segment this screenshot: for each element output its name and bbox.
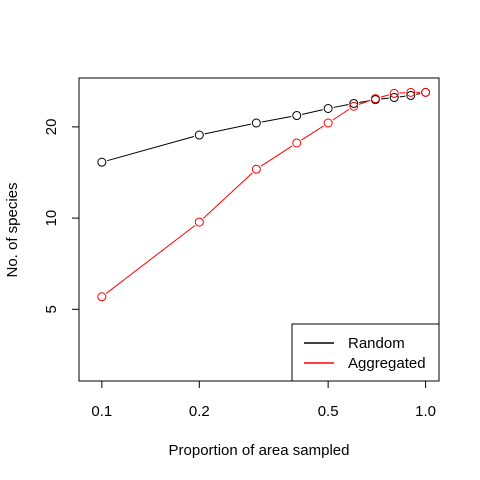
y-tick-label: 10 — [43, 210, 60, 227]
series-segment — [301, 125, 324, 141]
data-point — [194, 130, 204, 140]
series-segment — [380, 94, 390, 98]
data-point — [421, 87, 431, 97]
series-segment — [107, 136, 195, 162]
data-point — [323, 118, 333, 128]
y-tick-label: 5 — [43, 305, 60, 313]
data-point — [97, 292, 107, 302]
series-segment — [261, 116, 292, 123]
series-segment — [358, 99, 371, 105]
series-segment — [302, 109, 323, 115]
y-tick-label: 20 — [43, 119, 60, 136]
series-segment — [332, 108, 350, 121]
data-point — [292, 138, 302, 148]
x-tick-label: 0.2 — [189, 403, 210, 420]
legend-label-aggregated: Aggregated — [348, 355, 426, 372]
series-segment — [416, 92, 421, 95]
data-point — [389, 88, 399, 98]
series-random — [97, 87, 431, 167]
y-axis-label: No. of species — [4, 182, 21, 277]
series-segment — [380, 97, 389, 100]
x-axis-label: Proportion of area sampled — [169, 442, 350, 459]
series-segment — [203, 172, 253, 219]
data-point — [370, 94, 380, 104]
series-aggregated — [97, 87, 431, 302]
x-tick-label: 1.0 — [415, 403, 436, 420]
series-segment — [105, 225, 196, 294]
legend: Random Aggregated — [291, 323, 440, 382]
x-tick-label: 0.1 — [91, 403, 112, 420]
data-point — [194, 217, 204, 227]
series-segment — [204, 123, 252, 135]
data-point — [251, 164, 261, 174]
data-point — [389, 93, 399, 103]
series-segment — [399, 95, 406, 98]
y-axis: 5 10 20 — [43, 119, 80, 313]
legend-label-random: Random — [348, 335, 405, 352]
legend-box — [291, 323, 440, 382]
x-axis: 0.1 0.2 0.5 1.0 — [91, 380, 436, 420]
x-tick-label: 0.5 — [318, 403, 339, 420]
data-point — [349, 101, 359, 111]
data-point — [292, 111, 302, 121]
data-point — [406, 87, 416, 97]
data-point — [406, 90, 416, 100]
series-segment — [333, 104, 349, 108]
data-point — [97, 157, 107, 167]
series-layer — [97, 87, 431, 302]
series-segment — [260, 145, 293, 167]
data-point — [323, 104, 333, 114]
data-point — [349, 98, 359, 108]
data-point — [251, 118, 261, 128]
